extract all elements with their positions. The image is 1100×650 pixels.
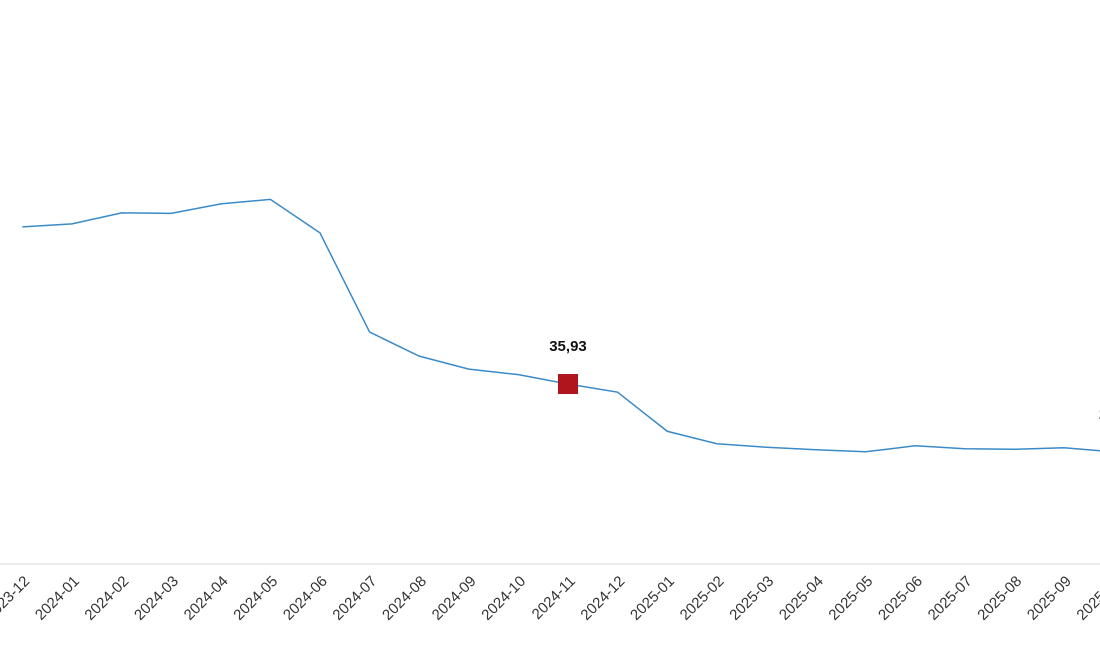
x-tick-label: 2024-04 bbox=[181, 573, 232, 624]
x-tick-label: 2024-11 bbox=[529, 573, 579, 623]
x-tick-label: 2024-01 bbox=[32, 573, 83, 624]
x-tick-label: 2025-02 bbox=[677, 573, 728, 624]
x-tick-label: 2025-05 bbox=[825, 573, 876, 624]
x-tick-label: 2023-12 bbox=[0, 573, 33, 624]
x-tick-label: 2024-06 bbox=[280, 573, 331, 624]
value-label: 22,4 bbox=[1099, 406, 1100, 423]
x-tick-label: 2024-03 bbox=[131, 573, 182, 624]
x-tick-label: 2025-06 bbox=[875, 573, 926, 624]
x-tick-label: 2025-10 bbox=[1073, 573, 1100, 624]
x-tick-label: 2024-10 bbox=[478, 573, 529, 624]
x-tick-label: 2025-03 bbox=[726, 573, 777, 624]
x-tick-label: 2024-07 bbox=[329, 573, 380, 624]
line bbox=[22, 198, 1100, 453]
x-tick-label: 2024-08 bbox=[379, 573, 430, 624]
x-tick-label: 2025-01 bbox=[627, 573, 678, 624]
x-tick-label: 2024-02 bbox=[81, 573, 132, 624]
x-tick-label: 2025-09 bbox=[1024, 573, 1075, 624]
marker bbox=[558, 374, 578, 395]
x-tick-label: 2025-08 bbox=[974, 573, 1025, 624]
x-tick-label: 2025-07 bbox=[925, 573, 976, 624]
x-tick-label: 2024-05 bbox=[230, 573, 281, 624]
value-label: 35,93 bbox=[549, 338, 587, 355]
x-tick-label: 2025-04 bbox=[776, 573, 827, 624]
x-tick-label: 2024-09 bbox=[429, 573, 480, 624]
x-tick-label: 2024-12 bbox=[577, 573, 628, 624]
